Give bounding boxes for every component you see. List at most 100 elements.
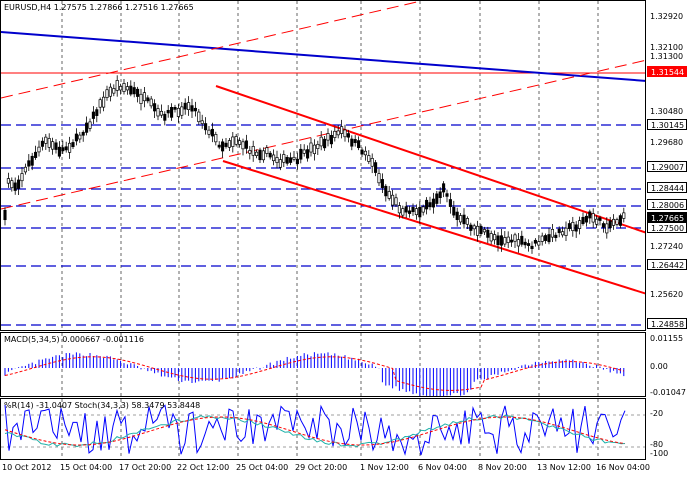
macd-pane[interactable]: MACD(5,34,5) 0.000667 -0.001116 <box>0 332 646 397</box>
candle-body <box>13 182 17 191</box>
candle-body <box>204 123 208 131</box>
oscillator-canvas[interactable] <box>1 399 646 460</box>
candle-body <box>258 149 262 161</box>
candle-body <box>187 102 191 110</box>
candle-body <box>295 158 299 165</box>
candle-body <box>564 227 568 236</box>
candle-body <box>622 212 626 219</box>
candle-body <box>537 241 541 246</box>
time-tick: 17 Oct 20:00 <box>119 463 172 472</box>
candle-body <box>462 214 466 225</box>
candle-body <box>227 140 231 148</box>
candle-body <box>224 142 228 147</box>
candle-body <box>323 138 327 149</box>
candle-body <box>438 191 442 199</box>
candle-body <box>210 128 214 137</box>
candle-body <box>544 235 548 241</box>
candle-body <box>581 217 585 224</box>
price-tag: 1.29007 <box>647 161 687 172</box>
candle-body <box>363 150 367 156</box>
candle-body <box>248 150 252 154</box>
oscillator-pane[interactable]: %R(14) -31.0407 Stoch(34,3,3) 58.3479 53… <box>0 398 646 460</box>
candle-body <box>78 134 82 140</box>
price-tick: 1.30480 <box>650 107 684 116</box>
candle-body <box>377 173 381 184</box>
candle-body <box>595 218 599 225</box>
candle-body <box>513 234 517 242</box>
candle-body <box>520 235 524 245</box>
candle-body <box>452 206 456 216</box>
candle-body <box>170 107 174 118</box>
candle-body <box>340 126 344 134</box>
candle-body <box>37 146 41 153</box>
oscillator-tick: -80 <box>650 440 664 449</box>
candle-body <box>591 213 595 223</box>
candle-body <box>221 141 225 152</box>
candle-body <box>156 108 160 117</box>
candle-body <box>251 146 255 156</box>
candle-body <box>530 245 534 250</box>
candle-body <box>17 179 21 189</box>
candle-body <box>353 139 357 144</box>
candle-body <box>360 149 364 155</box>
candle-body <box>6 178 10 184</box>
candle-body <box>486 229 490 238</box>
candle-body <box>394 197 398 206</box>
candle-body <box>418 206 422 218</box>
candle-body <box>445 193 449 197</box>
candle-body <box>166 109 170 114</box>
candle-body <box>159 110 163 116</box>
candle-body <box>459 215 463 223</box>
price-scale[interactable]: 1.32920 1.32100 1.31300 1.30480 1.29680 … <box>646 0 688 460</box>
candle-body <box>346 133 350 138</box>
price-tag: 1.28006 <box>647 199 687 210</box>
candle-body <box>54 142 58 150</box>
time-tick: 29 Oct 20:00 <box>295 463 348 472</box>
candle-body <box>516 239 520 247</box>
candle-body <box>387 191 391 199</box>
candle-body <box>3 209 7 221</box>
candle-body <box>442 183 446 193</box>
candle-body <box>472 225 476 230</box>
candle-body <box>523 241 527 246</box>
candle-body <box>391 194 395 206</box>
channel-dashed-lower <box>1 59 645 210</box>
candle-body <box>547 234 551 243</box>
price-chart-pane[interactable]: EURUSD,H4 1.27575 1.27866 1.27516 1.2766… <box>0 0 646 331</box>
candle-body <box>336 130 340 136</box>
candle-body <box>71 142 75 148</box>
ohlc-readout: 1.27575 1.27866 1.27516 1.27665 <box>53 3 194 12</box>
candle-body <box>435 193 439 204</box>
time-tick: 22 Oct 12:00 <box>177 463 230 472</box>
time-tick: 25 Oct 04:00 <box>236 463 289 472</box>
price-chart-canvas[interactable] <box>1 1 646 331</box>
candle-body <box>598 217 602 221</box>
candle-body <box>476 225 480 236</box>
macd-canvas[interactable] <box>1 333 646 397</box>
time-tick: 6 Nov 04:00 <box>418 463 467 472</box>
candle-body <box>316 144 320 150</box>
candle-body <box>163 113 167 121</box>
candle-body <box>272 154 276 162</box>
time-axis[interactable]: 10 Oct 2012 15 Oct 04:00 17 Oct 20:00 22… <box>0 460 688 477</box>
candle-body <box>557 228 561 234</box>
channel-upper <box>215 85 645 234</box>
price-tick: 1.31300 <box>650 52 684 61</box>
candle-body <box>578 220 582 229</box>
candle-body <box>47 138 51 148</box>
candle-body <box>455 211 459 221</box>
candle-body <box>333 130 337 138</box>
time-tick: 8 Nov 20:00 <box>478 463 527 472</box>
candle-body <box>23 166 27 173</box>
candle-body <box>95 109 99 116</box>
candle-body <box>146 97 150 102</box>
candle-body <box>401 208 405 216</box>
price-tick: 1.25620 <box>650 290 684 299</box>
price-tag: 1.26442 <box>647 259 687 270</box>
candle-body <box>533 239 537 244</box>
candle-body <box>149 98 153 107</box>
candle-body <box>326 133 330 141</box>
candle-body <box>302 149 306 154</box>
candle-body <box>139 93 143 104</box>
